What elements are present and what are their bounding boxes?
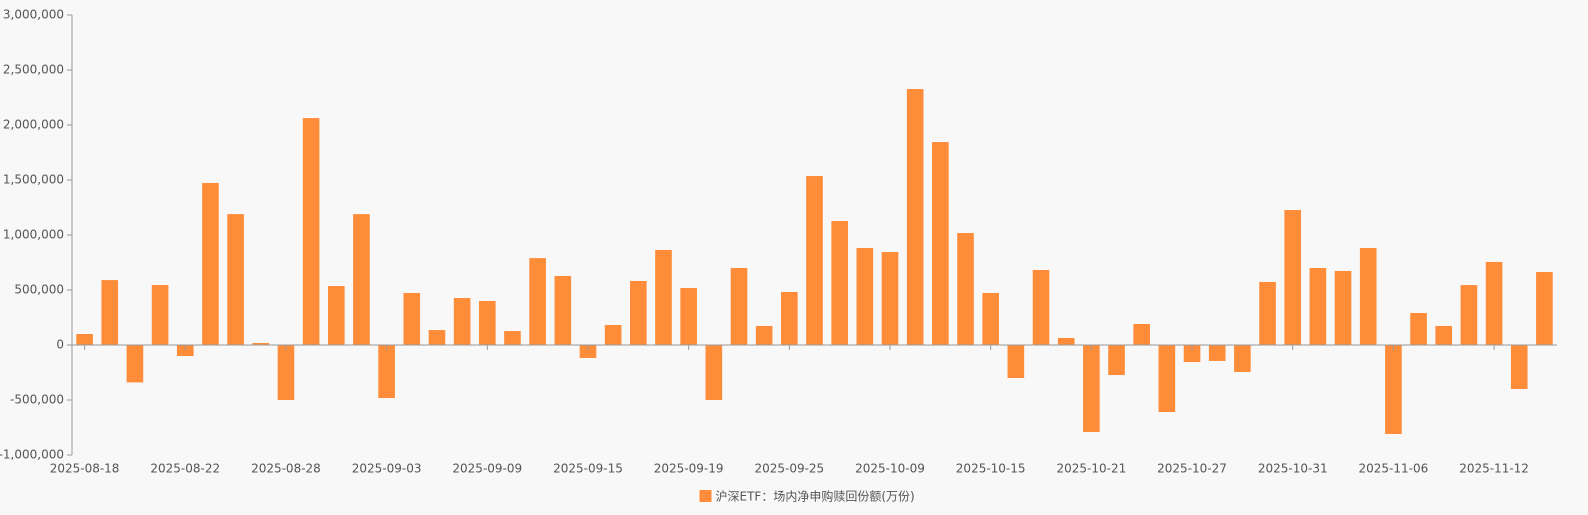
bar [957, 233, 974, 345]
bar [478, 301, 496, 345]
x-tick-label: 2025-08-18 [50, 462, 120, 476]
bar [1259, 281, 1276, 345]
legend-label: 沪深ETF：场内净申购赎回份额(万份) [716, 489, 915, 504]
x-tick-label: 2025-09-09 [452, 462, 522, 476]
bar [1234, 345, 1251, 372]
bar [1007, 345, 1025, 378]
bar [1385, 345, 1402, 434]
y-tick-label: 2,000,000 [3, 118, 64, 132]
bar [730, 268, 748, 345]
bar [755, 325, 773, 345]
bar [604, 324, 622, 345]
bar [504, 331, 521, 345]
bar [982, 292, 999, 345]
bar [1536, 271, 1553, 345]
bar [101, 280, 119, 345]
bar [1309, 268, 1327, 345]
x-tick-label: 2025-10-15 [956, 462, 1026, 476]
x-tick-label: 2025-09-15 [553, 462, 623, 476]
bar [176, 345, 194, 356]
y-tick-label: -1,000,000 [0, 448, 64, 462]
bar [806, 176, 823, 345]
bar [1057, 337, 1075, 345]
x-tick-label: 2025-08-28 [251, 462, 321, 476]
y-tick-label: 0 [56, 338, 64, 352]
bar [1510, 345, 1528, 389]
bar [252, 343, 270, 345]
bar [906, 89, 924, 345]
bar [630, 280, 647, 345]
y-tick-label: 2,500,000 [3, 63, 64, 77]
bar [302, 118, 320, 345]
x-tick-label: 2025-10-21 [1056, 462, 1126, 476]
bar [781, 291, 798, 345]
x-tick-label: 2025-10-09 [855, 462, 925, 476]
bar [579, 345, 597, 358]
x-tick-label: 2025-10-27 [1157, 462, 1227, 476]
bar [529, 258, 546, 345]
bar [1334, 270, 1352, 345]
bar [126, 345, 144, 383]
bar [1485, 261, 1503, 345]
bar [554, 276, 572, 345]
x-tick-label: 2025-08-22 [150, 462, 220, 476]
bar [453, 298, 471, 345]
bar [856, 247, 874, 345]
y-tick-label: 500,000 [14, 283, 64, 297]
bar [705, 345, 723, 400]
bar [831, 221, 848, 345]
x-tick-label: 2025-11-12 [1459, 462, 1529, 476]
bar [1032, 269, 1050, 345]
y-tick-label: 1,000,000 [3, 228, 64, 242]
bar [1359, 247, 1377, 345]
bar [1208, 345, 1226, 361]
bar [202, 182, 219, 345]
bar [1460, 285, 1478, 345]
bar [403, 292, 421, 345]
bar [1435, 325, 1453, 345]
x-tick-label: 2025-09-03 [352, 462, 422, 476]
y-tick-label: 3,000,000 [3, 8, 64, 22]
x-tick-label: 2025-09-19 [654, 462, 724, 476]
bar [353, 214, 370, 345]
bar [680, 288, 697, 345]
bar [881, 252, 899, 345]
bar [76, 334, 93, 345]
bar [655, 249, 672, 345]
bar [1158, 345, 1176, 412]
bar [277, 345, 295, 400]
bar [227, 214, 244, 345]
x-tick-label: 2025-10-31 [1258, 462, 1328, 476]
y-tick-label: 1,500,000 [3, 173, 64, 187]
bar [932, 142, 949, 345]
bar [1183, 345, 1201, 363]
legend-swatch [699, 490, 712, 502]
bar [378, 345, 395, 399]
bar [151, 285, 169, 345]
bar [1410, 312, 1427, 345]
bar [1133, 323, 1151, 345]
bar [1284, 210, 1302, 345]
bar [327, 286, 345, 345]
x-tick-label: 2025-09-25 [754, 462, 824, 476]
bar [1108, 345, 1125, 376]
x-tick-label: 2025-11-06 [1359, 462, 1429, 476]
y-tick-label: -500,000 [10, 393, 64, 407]
bar [1083, 345, 1100, 433]
bar [428, 330, 446, 345]
